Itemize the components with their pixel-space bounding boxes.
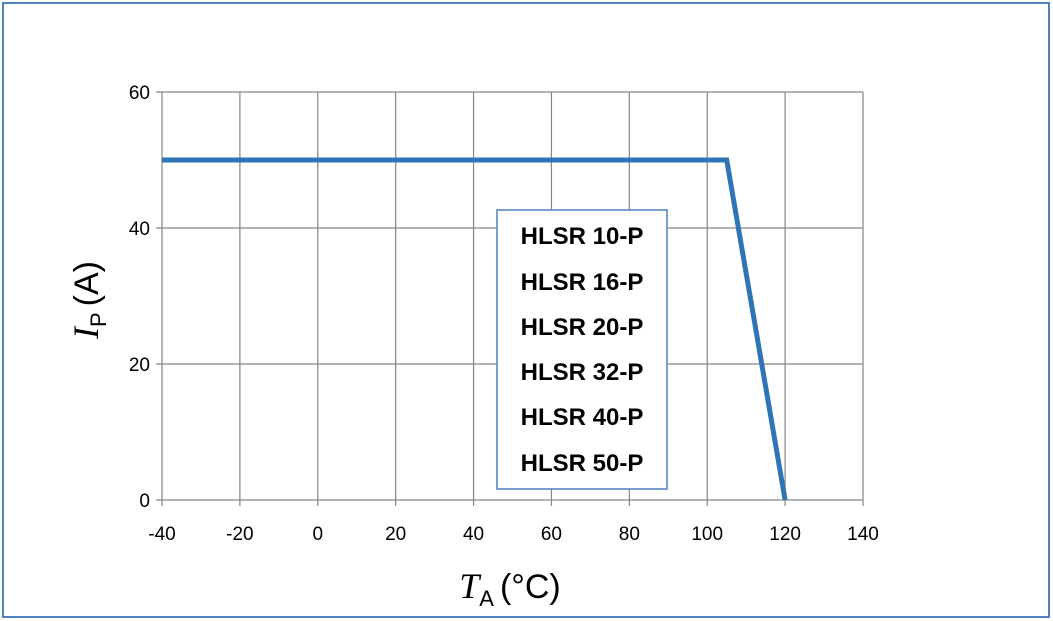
- x-tick-labels: -40 -20 0 20 40 60 80 100 120 140: [148, 524, 879, 545]
- x-axis-subscript: A: [479, 586, 494, 611]
- y-tick-labels: 0 20 40 60: [129, 83, 150, 512]
- x-tick-label: -20: [226, 524, 253, 545]
- x-axis-unit: (°C): [500, 568, 561, 606]
- y-axis-unit: (A): [68, 261, 106, 306]
- x-tick-label: 0: [312, 524, 323, 545]
- y-tick-label: 40: [129, 219, 150, 240]
- y-axis-subscript: P: [86, 312, 111, 327]
- y-tick-label: 20: [129, 355, 150, 376]
- x-tick-label: 80: [619, 524, 640, 545]
- x-tick-label: 60: [541, 524, 562, 545]
- legend-entry: HLSR 10-P: [521, 223, 644, 250]
- x-axis-title: TA (°C): [459, 566, 561, 611]
- x-axis-symbol: T: [459, 566, 482, 606]
- legend-entry: HLSR 40-P: [521, 404, 644, 431]
- series-layer: [162, 157, 788, 501]
- series-line: [162, 157, 788, 501]
- legend-entry: HLSR 20-P: [521, 314, 644, 341]
- y-tick-label: 60: [129, 83, 150, 104]
- y-tick-label: 0: [139, 491, 150, 512]
- legend-entry: HLSR 16-P: [521, 269, 644, 296]
- x-tick-label: 100: [691, 524, 723, 545]
- x-tick-label: 120: [769, 524, 801, 545]
- x-tick-label: 20: [385, 524, 406, 545]
- y-axis-symbol: I: [66, 325, 106, 340]
- x-tick-label: 140: [847, 524, 879, 545]
- x-tick-label: -40: [148, 524, 175, 545]
- legend-entry: HLSR 32-P: [521, 359, 644, 386]
- y-axis-title: IP (A): [66, 261, 111, 340]
- x-tick-label: 40: [463, 524, 484, 545]
- legend-entry: HLSR 50-P: [521, 450, 644, 477]
- legend-box: HLSR 10-P HLSR 16-P HLSR 20-P HLSR 32-P …: [496, 209, 668, 490]
- legend-border: [496, 209, 668, 490]
